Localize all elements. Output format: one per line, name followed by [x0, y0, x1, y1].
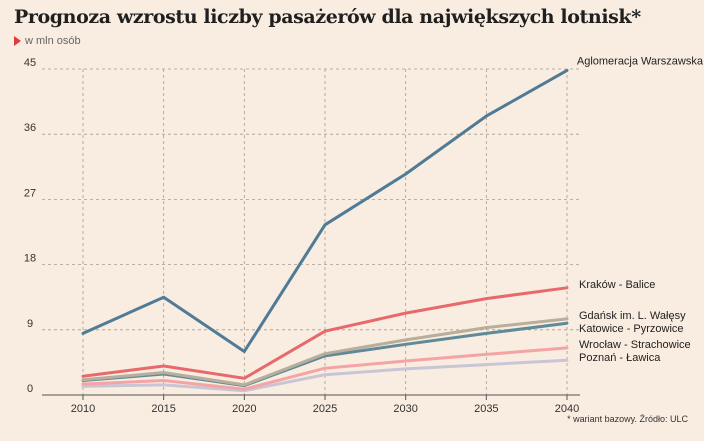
series-line: [81, 317, 569, 387]
x-tick-label: 2030: [393, 403, 417, 415]
series-line: [81, 68, 569, 353]
x-tick-label: 2035: [474, 403, 498, 415]
y-tick-label: 0: [27, 383, 33, 395]
x-tick-label: 2020: [232, 403, 256, 415]
grid: [42, 68, 580, 395]
axes: 0 9 18 27 36 45 2010 2015 2020 2025 2030 2035 2040: [24, 57, 580, 415]
series-lines: [81, 68, 569, 393]
chart-title: Prognoza wzrostu liczby pasażerów dla na…: [14, 6, 641, 28]
unit-label: w mln osób: [25, 35, 81, 47]
source-footnote: * wariant bazowy. Źródło: ULC: [567, 414, 688, 424]
y-tick-label: 9: [27, 318, 33, 330]
series-label: Kraków - Balice: [579, 279, 655, 291]
series-label: Poznań - Ławica: [579, 352, 661, 364]
x-tick-label: 2015: [151, 403, 175, 415]
series-line: [81, 358, 569, 393]
series-label: Aglomeracja Warszawska: [577, 55, 704, 67]
series-label: Wrocław - Strachowice: [579, 339, 691, 351]
y-tick-label: 36: [24, 122, 36, 134]
series-line: [81, 346, 569, 391]
y-tick-label: 18: [24, 253, 36, 265]
series-labels: Aglomeracja Warszawska Kraków - Balice Gda…: [577, 55, 704, 363]
chart-subtitle: w mln osób: [14, 35, 81, 47]
triangle-marker-icon: [14, 36, 21, 46]
series-label: Gdańsk im. L. Wałęsy: [579, 310, 686, 322]
x-tick-label: 2010: [71, 403, 95, 415]
x-tick-label: 2040: [555, 403, 579, 415]
y-tick-label: 45: [24, 57, 36, 69]
series-line: [81, 286, 569, 380]
series-label: Katowice - Pyrzowice: [579, 323, 684, 335]
x-tick-label: 2025: [313, 403, 337, 415]
y-tick-label: 27: [24, 187, 36, 199]
